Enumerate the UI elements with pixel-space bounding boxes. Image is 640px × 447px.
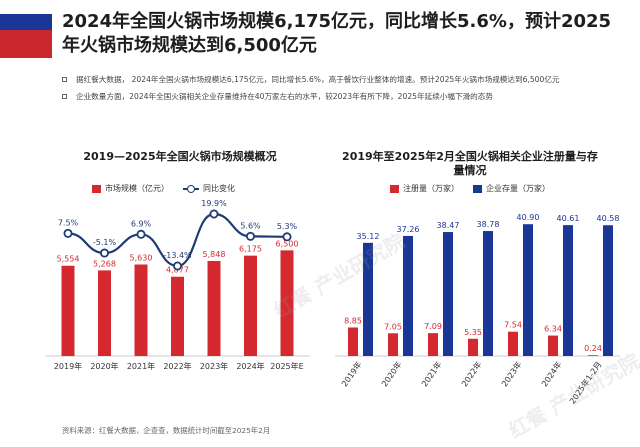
yoy-point xyxy=(282,232,292,242)
bar-value-label: 38.78 xyxy=(477,220,500,229)
bar-value-label: 5.35 xyxy=(464,328,482,337)
x-tick-label: 2020年 xyxy=(379,359,403,388)
legend-label: 企业存量（万家） xyxy=(486,184,550,193)
legend-label: 同比变化 xyxy=(203,184,235,193)
yoy-value-label: 5.3% xyxy=(277,222,298,231)
bullet-square-icon xyxy=(62,77,67,82)
bar-stock xyxy=(363,242,373,356)
bar-stock xyxy=(443,232,453,356)
legend-line-marker-icon xyxy=(183,184,199,193)
bar-value-label: 38.47 xyxy=(437,221,460,230)
bar-market-size xyxy=(280,250,294,356)
bar-stock xyxy=(603,225,613,356)
yoy-point xyxy=(136,229,146,239)
x-tick-label: 2022年 xyxy=(459,359,483,388)
yoy-point xyxy=(172,261,182,271)
bar-value-label: 37.26 xyxy=(397,225,420,234)
legend-label: 市场规模（亿元） xyxy=(105,184,169,193)
legend-item: 企业存量（万家） xyxy=(473,183,550,194)
bar-value-label: 5,848 xyxy=(203,250,226,259)
bar-stock xyxy=(563,225,573,356)
bar-registrations xyxy=(348,327,358,356)
bar-market-size xyxy=(171,276,184,356)
yoy-value-label: 5.6% xyxy=(240,221,261,230)
right-chart-legend: 注册量（万家） 企业存量（万家） xyxy=(390,183,564,194)
bar-registrations xyxy=(548,335,558,356)
bar-value-label: 6,500 xyxy=(276,239,299,248)
bar-value-label: 7.09 xyxy=(424,322,442,331)
yoy-point xyxy=(63,228,73,238)
bar-value-label: 5,554 xyxy=(57,255,80,264)
yoy-point xyxy=(245,231,255,241)
bar-value-label: 0.24 xyxy=(584,344,602,353)
bar-value-label: 6.34 xyxy=(544,325,562,334)
bar-value-label: 7.05 xyxy=(384,322,402,331)
x-tick-label: 2024年 xyxy=(236,361,264,371)
yoy-value-label: -13.4% xyxy=(163,251,192,260)
x-tick-label: 2019年 xyxy=(54,361,82,371)
x-tick-label: 2021年 xyxy=(127,361,155,371)
bar-market-size xyxy=(61,265,75,356)
bullet-item: 企业数量方面，2024年全国火锅相关企业存量维持在40万家左右的水平，较2023… xyxy=(62,91,622,102)
yoy-value-label: -5.1% xyxy=(93,238,117,247)
x-tick-label: 2025年E xyxy=(270,361,303,371)
legend-swatch xyxy=(390,184,399,193)
bar-market-size xyxy=(244,255,257,356)
bar-value-label: 40.61 xyxy=(557,214,580,223)
yoy-point xyxy=(100,248,110,258)
bar-market-size xyxy=(98,270,111,356)
bullet-list: 据红餐大数据， 2024年全国火锅市场规模达6,175亿元，同比增长5.6%，高… xyxy=(62,74,622,108)
title-accent-bar-blue xyxy=(0,14,52,30)
bullet-square-icon xyxy=(62,94,67,99)
right-chart: 8.85 35.12 2019年 7.05 37.26 2020年 7.09 38.47 202… xyxy=(335,213,620,406)
bar-value-label: 7.54 xyxy=(504,321,522,330)
left-chart: 5,5542019年5,2682020年5,6302021年4,8772022年… xyxy=(45,199,310,371)
bar-value-label: 6,175 xyxy=(239,245,262,254)
right-chart-title: 2019年至2025年2月全国火锅相关企业注册量与存量情况 xyxy=(342,150,598,177)
x-tick-label: 2023年 xyxy=(200,361,228,371)
legend-swatch xyxy=(92,184,101,193)
x-tick-label: 2020年 xyxy=(90,361,118,371)
bar-market-size xyxy=(207,260,221,356)
bar-market-size xyxy=(134,264,148,356)
yoy-value-label: 7.5% xyxy=(58,218,79,227)
bar-registrations xyxy=(588,355,598,356)
legend-swatch xyxy=(473,184,482,193)
bar-value-label: 5,268 xyxy=(93,259,116,268)
legend-item: 市场规模（亿元） xyxy=(92,183,169,194)
yoy-value-label: 19.9% xyxy=(201,199,227,208)
left-chart-legend: 市场规模（亿元） 同比变化 xyxy=(92,183,249,194)
bullet-text: 据红餐大数据， 2024年全国火锅市场规模达6,175亿元，同比增长5.6%，高… xyxy=(76,75,560,84)
bar-value-label: 40.58 xyxy=(597,214,620,223)
x-tick-label: 2022年 xyxy=(163,361,191,371)
legend-item: 注册量（万家） xyxy=(390,183,459,194)
bar-value-label: 8.85 xyxy=(344,316,362,325)
x-tick-label: 2019年 xyxy=(339,359,363,388)
bar-stock xyxy=(483,231,493,356)
left-chart-title: 2019—2025年全国火锅市场规模概况 xyxy=(83,150,277,163)
x-tick-label: 2021年 xyxy=(419,359,443,388)
bullet-item: 据红餐大数据， 2024年全国火锅市场规模达6,175亿元，同比增长5.6%，高… xyxy=(62,74,622,85)
x-tick-label: 2023年 xyxy=(499,359,523,388)
page-title: 2024年全国火锅市场规模6,175亿元，同比增长5.6%，预计2025年火锅市… xyxy=(62,11,612,56)
yoy-value-label: 6.9% xyxy=(131,219,152,228)
bar-registrations xyxy=(428,333,438,356)
bullet-text: 企业数量方面，2024年全国火锅相关企业存量维持在40万家左右的水平，较2023… xyxy=(76,92,493,101)
bar-value-label: 5,630 xyxy=(130,254,153,263)
bar-registrations xyxy=(388,333,398,356)
bar-stock xyxy=(523,224,533,356)
bar-value-label: 40.90 xyxy=(517,213,540,222)
bar-stock xyxy=(403,235,413,356)
bar-value-label: 35.12 xyxy=(357,232,380,241)
legend-label: 注册量（万家） xyxy=(403,184,459,193)
yoy-point xyxy=(209,209,219,219)
source-note: 资料来源：红餐大数据，企查查，数据统计时间截至2025年2月 xyxy=(62,426,271,435)
legend-item: 同比变化 xyxy=(183,183,235,194)
bar-registrations xyxy=(468,338,478,356)
bar-registrations xyxy=(508,331,518,356)
